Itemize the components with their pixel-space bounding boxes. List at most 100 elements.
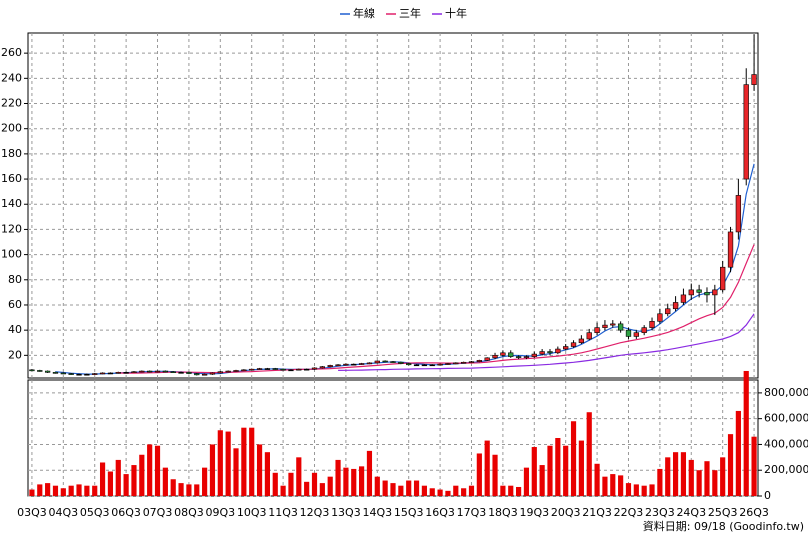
x-tick-label: 08Q3 [174, 506, 204, 519]
candle-body [539, 351, 545, 355]
volume-bar [256, 444, 263, 496]
candle-body [641, 327, 647, 333]
volume-bar [712, 470, 718, 496]
candle-body [249, 368, 255, 371]
volume-bar [202, 467, 208, 496]
candle-body [92, 373, 98, 375]
volume-bar [154, 445, 161, 496]
candle-body [633, 332, 639, 337]
candle-body [445, 363, 451, 365]
candle-body [398, 361, 404, 364]
y-tick-label: 40 [8, 323, 22, 336]
volume-bar [563, 445, 569, 496]
candle-body [225, 370, 231, 373]
footer: 資料日期: 09/18 (Goodinfo.tw) [643, 519, 804, 533]
volume-bar [264, 452, 270, 496]
candle-body [390, 361, 396, 363]
volume-bar [468, 485, 475, 496]
x-tick-label: 11Q3 [268, 506, 298, 519]
volume-bar [735, 410, 741, 496]
candle-body [531, 353, 537, 357]
candle-body [60, 372, 66, 375]
volume-bar [429, 488, 435, 496]
x-tick-label: 15Q3 [394, 506, 424, 519]
candle-body [154, 370, 161, 373]
candle-body [586, 332, 592, 340]
candle-body [319, 366, 326, 369]
volume-bar [672, 452, 679, 496]
volume-bar [625, 483, 632, 496]
y2-tick-label: 600,000 [764, 412, 808, 425]
candle-body [492, 355, 498, 359]
y2-tick-label: 200,000 [764, 463, 808, 476]
volume-bar [319, 483, 325, 496]
volume-bar [555, 438, 561, 496]
x-tick-label: 05Q3 [80, 506, 110, 519]
candle-body [665, 308, 671, 315]
volume-bar [84, 485, 90, 496]
volume-bar [304, 481, 310, 496]
volume-bar [437, 489, 443, 496]
price-frame [27, 32, 759, 379]
x-tick-label: 04Q3 [48, 506, 78, 519]
volume-bar [45, 483, 51, 496]
volume-bar [696, 470, 702, 496]
volume-bar [194, 484, 200, 496]
volume-bar [99, 462, 106, 496]
volume-bar [680, 452, 687, 496]
volume-bar [131, 465, 137, 496]
candle-body [484, 357, 490, 361]
volume-bar [649, 484, 655, 496]
volume-bar [107, 471, 114, 496]
y-tick-label: 180 [1, 147, 22, 160]
candle-body [343, 363, 349, 366]
volume-bar [720, 457, 726, 496]
volume-bar [413, 480, 420, 496]
candle-body [233, 370, 239, 372]
volume-bar [186, 484, 192, 496]
candle-body [115, 372, 121, 374]
volume-bar [359, 466, 365, 496]
candle-body [610, 323, 616, 326]
candle-body [680, 294, 687, 303]
y-tick-label: 80 [8, 273, 22, 286]
candle-body [280, 368, 286, 371]
candle-body [256, 368, 263, 370]
candle-body [201, 373, 208, 376]
volume-bar [704, 461, 710, 496]
volume-bar [288, 472, 294, 496]
volume-bar [351, 468, 357, 496]
candle-body [563, 346, 569, 350]
x-tick-label: 03Q3 [17, 506, 47, 519]
candle-body [429, 364, 435, 367]
legend-label: 年線 [353, 6, 375, 20]
volume-bar [539, 465, 545, 496]
volume-bar [139, 454, 145, 496]
candle-body [44, 370, 51, 373]
x-tick-label: 24Q3 [676, 506, 706, 519]
volume-bar [382, 480, 388, 496]
candle-body [382, 360, 388, 363]
candle-body [131, 371, 137, 374]
candle-body [264, 368, 271, 370]
candle-body [500, 352, 506, 356]
candle-body [241, 369, 247, 372]
volume-frame [27, 379, 759, 497]
candle-body [696, 289, 702, 293]
y-tick-label: 100 [1, 248, 22, 261]
candle-body [437, 363, 443, 366]
volume-bar [751, 436, 757, 496]
volume-bar [225, 431, 231, 496]
x-tick-label: 13Q3 [331, 506, 361, 519]
volume-bar [421, 485, 427, 496]
volume-bar [233, 448, 239, 496]
volume-bar [52, 485, 59, 496]
candle-body [107, 372, 114, 375]
volume-bar [76, 484, 82, 496]
ma-line [118, 244, 755, 374]
volume-bar [570, 421, 577, 496]
candle-body [99, 372, 106, 375]
volume-bar [594, 463, 600, 496]
volume-bar [641, 485, 647, 496]
